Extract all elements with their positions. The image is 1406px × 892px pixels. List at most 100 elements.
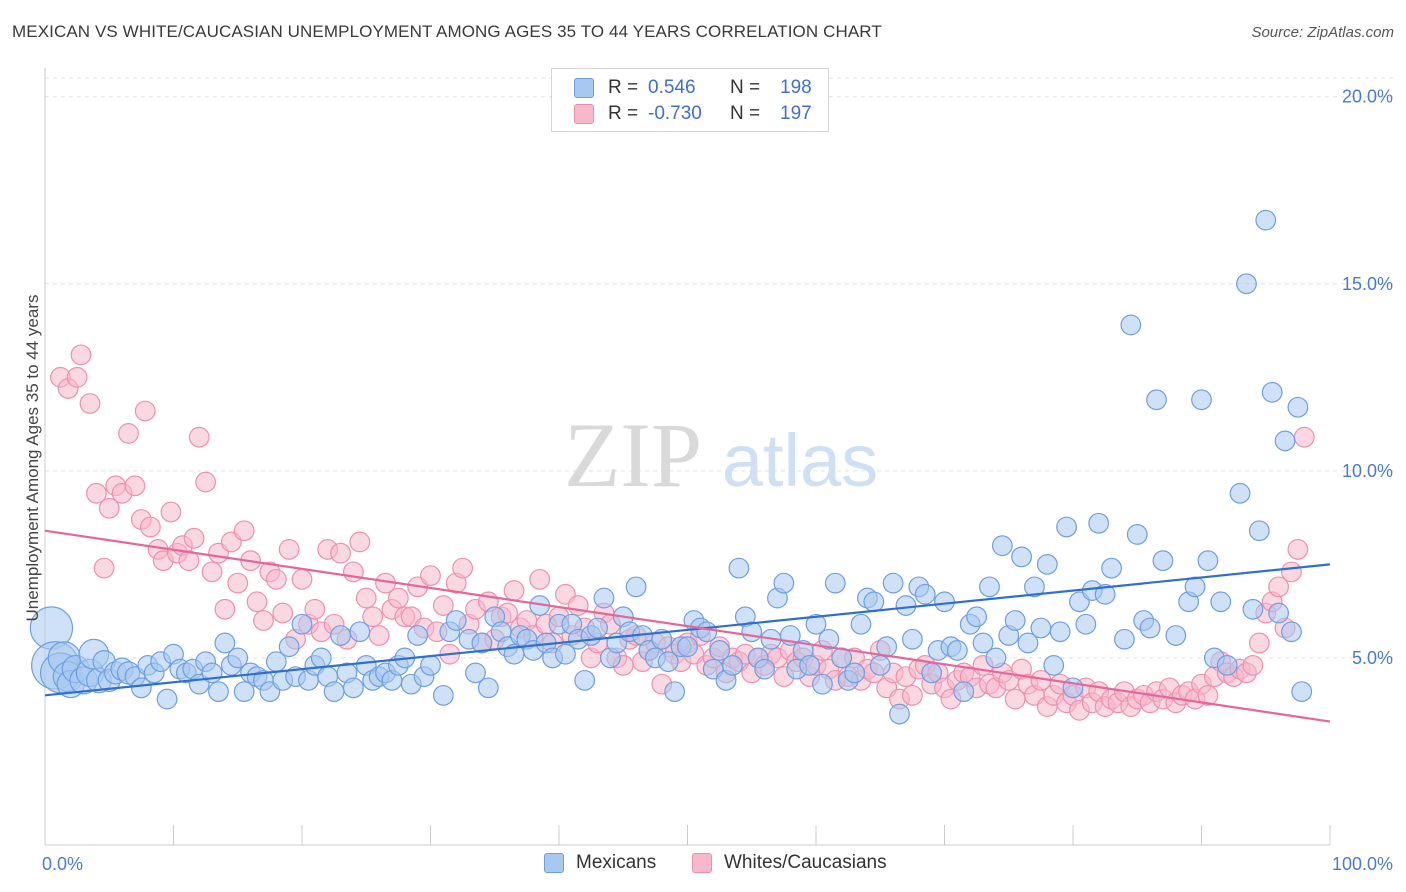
mexicans-point <box>1036 553 1058 575</box>
mexicans-point <box>1255 209 1277 231</box>
legend-item-mexicans[interactable]: Mexicans <box>544 852 656 874</box>
mexicans-point <box>1094 583 1116 605</box>
mexicans-point <box>979 576 1000 598</box>
mexicans-point <box>1216 655 1238 676</box>
whites-point <box>265 568 287 590</box>
mexicans-point <box>696 621 718 643</box>
mexicans-point <box>934 591 955 613</box>
mexicans-point <box>130 677 152 699</box>
legend-row-mexicans: R = 0.546 N = 198 <box>574 76 812 100</box>
mexicans-point <box>349 621 371 643</box>
mexicans-point <box>799 655 820 676</box>
legend-label-whites: Whites/Caucasians <box>724 852 887 873</box>
y-tick-label: 15.0% <box>1342 274 1393 294</box>
mexicans-point <box>343 677 364 699</box>
mexicans-point <box>214 632 236 654</box>
mexicans-point <box>1024 576 1045 598</box>
whites-point <box>349 531 371 553</box>
mexicans-point <box>953 681 975 702</box>
mexicans-point <box>1229 482 1251 504</box>
whites-point <box>355 587 377 609</box>
mexicans-trend-line <box>44 563 1331 697</box>
x-tick-label: 100.0% <box>1332 854 1393 874</box>
mexicans-point <box>869 655 891 676</box>
whites-point <box>420 565 441 587</box>
whites-point <box>118 423 139 444</box>
mexicans-point <box>1287 396 1309 418</box>
whites-point <box>330 542 351 564</box>
watermark-zip: ZIP <box>564 404 702 506</box>
mexicans-point <box>824 572 846 594</box>
mexicans-point <box>555 643 576 665</box>
mexicans-point <box>208 681 229 702</box>
mexicans-point <box>1101 557 1122 579</box>
whites-point <box>183 527 205 549</box>
whites-point <box>85 482 107 504</box>
axes <box>44 68 1331 846</box>
mexicans-point <box>330 625 351 646</box>
whites-point <box>79 393 101 414</box>
mexicans-point <box>1062 677 1084 699</box>
whites-point <box>278 539 300 560</box>
mexicans-point <box>664 681 686 702</box>
mexicans-point <box>432 684 454 706</box>
x-tick-label: 0.0% <box>42 854 83 874</box>
x-tick-labels: 0.0% 100.0% <box>42 854 1393 874</box>
mexicans-point <box>863 591 885 613</box>
mexicans-point <box>921 662 943 684</box>
watermark-atlas: atlas <box>722 419 878 502</box>
y-axis-label: Unemployment Among Ages 35 to 44 years <box>23 295 42 622</box>
mexicans-point <box>812 673 833 695</box>
trend-lines <box>44 529 1331 723</box>
mexicans-point <box>1004 610 1026 631</box>
mexicans-point <box>966 606 988 628</box>
whites-point <box>1268 576 1289 598</box>
mexicans-point <box>465 662 486 684</box>
whites-point <box>160 501 182 523</box>
mexicans-point <box>1248 520 1270 542</box>
whites-point <box>227 572 249 594</box>
mexicans-point <box>407 625 429 646</box>
mexicans-point <box>876 636 898 658</box>
whites-point <box>139 516 161 538</box>
legend-swatch-pink <box>574 104 594 124</box>
whites-point <box>362 606 384 628</box>
whites-point <box>368 625 390 646</box>
series-mexicans-points <box>29 209 1313 725</box>
mexicans-point <box>773 572 795 594</box>
mexicans-point <box>477 677 499 699</box>
mexicans-point <box>1043 655 1065 676</box>
legend-swatch-mexicans <box>544 853 564 873</box>
mexicans-point <box>677 636 698 658</box>
mexicans-point <box>227 647 249 669</box>
mexicans-point <box>754 658 775 680</box>
whites-point <box>134 400 156 422</box>
chart-title: MEXICAN VS WHITE/CAUCASIAN UNEMPLOYMENT … <box>12 22 882 41</box>
gridlines <box>45 77 1395 659</box>
mexicans-point <box>1049 621 1071 643</box>
mexicans-point <box>1075 613 1097 635</box>
whites-point <box>272 602 294 624</box>
legend-item-whites[interactable]: Whites/Caucasians <box>692 852 887 874</box>
mexicans-point <box>844 662 865 684</box>
mexicans-point <box>1017 632 1039 654</box>
whites-point <box>1293 426 1315 448</box>
mexicans-point <box>889 703 910 725</box>
mexicans-point <box>1242 598 1264 620</box>
whites-point <box>233 520 255 542</box>
mexicans-point <box>1126 524 1148 545</box>
mexicans-point <box>1210 591 1232 613</box>
mexicans-point <box>1165 625 1187 646</box>
mexicans-point <box>1152 550 1174 572</box>
mexicans-point <box>728 557 750 579</box>
mexicans-point <box>593 587 615 609</box>
legend-n-value: 197 <box>780 103 812 124</box>
mexicans-point <box>1120 314 1142 336</box>
whites-trend-line <box>44 529 1331 723</box>
whites-point <box>1248 632 1270 654</box>
mexicans-point <box>1281 621 1302 643</box>
legend-row-whites: R = -0.730 N = 197 <box>574 102 812 126</box>
mexicans-point <box>471 632 493 654</box>
legend-r-label: R = <box>608 103 639 124</box>
